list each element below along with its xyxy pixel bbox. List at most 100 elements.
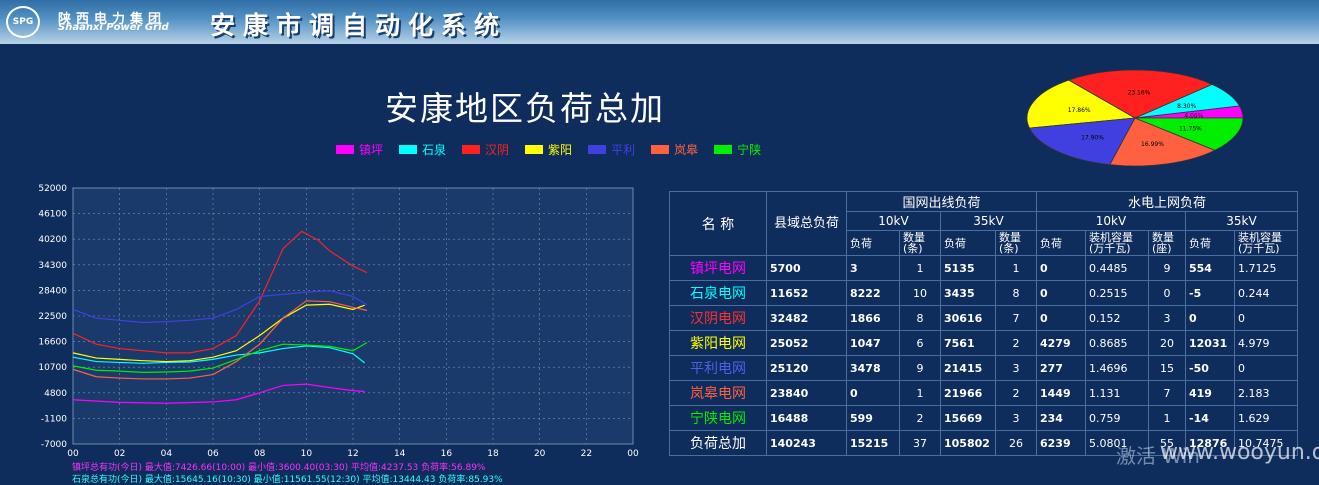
x-tick-label: 06 [207,449,219,459]
y-tick-label: 16600 [38,338,67,348]
col-total-header: 县域总负荷 [766,191,847,256]
cell-s35-load: 3435 [940,280,996,306]
pie-slice [1134,117,1244,151]
cell-s35-load: 21415 [940,355,996,381]
legend-item: 汉阴 [462,141,509,157]
cell-h10-cap: 1.4696 [1085,355,1149,381]
y-tick-label: -1100 [41,414,67,424]
y-tick-label: 34300 [38,261,67,271]
cell-s35-cnt: 1 [995,255,1037,281]
pie-slice-label: 4.06% [1184,113,1203,120]
row-name: 岚皋电网 [669,380,767,406]
cell-h10-seats: 55 [1148,430,1186,456]
table-row: 镇坪电网 5700 3 1 5135 1 0 0.4485 9 554 1.7125 [669,255,1298,281]
cell-h10-cap: 5.0801 [1085,430,1149,456]
cell-h35-load: 12031 [1185,330,1235,356]
legend-swatch [462,144,481,154]
row-name: 石泉电网 [669,280,767,306]
legend-label: 镇坪 [359,142,384,157]
cell-s10-load: 1047 [846,330,900,356]
group-hydro-header: 水电上网负荷 [1036,191,1298,212]
row-name: 负荷总加 [669,430,767,456]
pie-slice [1109,117,1216,167]
x-tick-label: 02 [114,449,125,459]
cell-s10-load: 599 [846,405,900,431]
legend-swatch [651,144,670,154]
site-watermark: www.wooyun.org [1160,440,1319,465]
page-title: 安康地区负荷总加 [385,89,665,128]
cell-h10-cap: 0.152 [1085,305,1149,331]
x-tick-label: 22 [581,449,592,459]
y-tick-label: 52000 [38,184,67,194]
cell-h10-seats: 7 [1148,380,1186,406]
cell-h10-seats: 1 [1148,405,1186,431]
pie-slice-label: 23.16% [1128,90,1151,97]
cell-total: 23840 [766,380,847,406]
cell-s35-cnt: 3 [995,355,1037,381]
cell-h35-load: 0 [1185,305,1235,331]
pie-slice [1028,117,1136,166]
cell-h35-load: -50 [1185,355,1235,381]
y-tick-label: 4800 [44,389,67,399]
state-35kv-header: 35kV [940,211,1037,231]
series-line [72,230,368,354]
series-line [72,303,365,363]
chart-legend: 镇坪 石泉 汉阴 紫阳 平利 岚皋 宁陕 [336,141,777,157]
legend-label: 岚皋 [674,142,699,157]
cell-h35-load: 419 [1185,380,1235,406]
hydro-10kv-capacity-header: 装机容量(万千瓦) [1085,230,1149,256]
state-10kv-load-header: 负荷 [846,230,900,256]
legend-label: 平利 [611,142,636,157]
pie-slice [1067,69,1214,119]
hydro-35kv-capacity-header: 装机容量(万千瓦) [1234,230,1298,256]
table-row: 负荷总加 140243 15215 37 105802 26 6239 5.0801 55 128… [669,430,1298,456]
cell-s10-load: 1866 [846,305,900,331]
spg-logo-icon: SPG [6,6,40,38]
table-row: 平利电网 25120 3478 9 21415 3 277 1.4696 15 -50 0 [669,355,1298,381]
pie-slice-label: 17.86% [1068,107,1091,114]
col-name-header: 名 称 [669,191,767,256]
cell-s35-load: 21966 [940,380,996,406]
cell-s10-load: 3 [846,255,900,281]
cell-h35-cap: 1.7125 [1234,255,1298,281]
legend-item: 石泉 [399,141,446,157]
cell-s35-cnt: 7 [995,305,1037,331]
cell-s10-load: 0 [846,380,900,406]
x-tick-label: 08 [254,449,266,459]
cell-h10-cap: 0.759 [1085,405,1149,431]
pie-slice [1026,79,1137,129]
y-tick-label: -7000 [41,440,67,450]
cell-total: 11652 [766,280,847,306]
legend-item: 宁陕 [714,141,761,157]
row-name: 紫阳电网 [669,330,767,356]
cell-total: 25052 [766,330,847,356]
cell-s35-load: 30616 [940,305,996,331]
hydro-35kv-load-header: 负荷 [1185,230,1235,256]
cell-h10-cap: 0.2515 [1085,280,1149,306]
row-name: 汉阴电网 [669,305,767,331]
legend-label: 汉阴 [485,142,510,157]
legend-item: 岚皋 [651,141,698,157]
cell-s10-load: 15215 [846,430,900,456]
load-trend-line-chart: 52000 46100 40200 34300 28400 22500 16600 10700… [38,184,639,459]
x-tick-label: 00 [627,449,639,459]
cell-h35-cap: 4.979 [1234,330,1298,356]
company-name-en: Shaanxi Power Grid [58,22,169,33]
cell-s10-cnt: 1 [899,380,941,406]
row-name: 镇坪电网 [669,255,767,281]
cell-h10-load: 277 [1036,355,1086,381]
legend-label: 宁陕 [737,142,762,157]
cell-total: 25120 [766,355,847,381]
series-line [72,383,365,404]
cell-h35-cap: 0 [1234,355,1298,381]
cell-s10-cnt: 9 [899,355,941,381]
group-state-grid-header: 国网出线负荷 [846,191,1037,212]
cell-h10-seats: 9 [1148,255,1186,281]
hydro-10kv-seats-header: 数量(座) [1148,230,1186,256]
state-10kv-count-header: 数量(条) [899,230,941,256]
cell-h10-seats: 3 [1148,305,1186,331]
cell-h10-cap: 1.131 [1085,380,1149,406]
cell-h35-cap: 2.183 [1234,380,1298,406]
pie-slice-label: 11.75% [1179,126,1202,133]
cell-total: 140243 [766,430,847,456]
